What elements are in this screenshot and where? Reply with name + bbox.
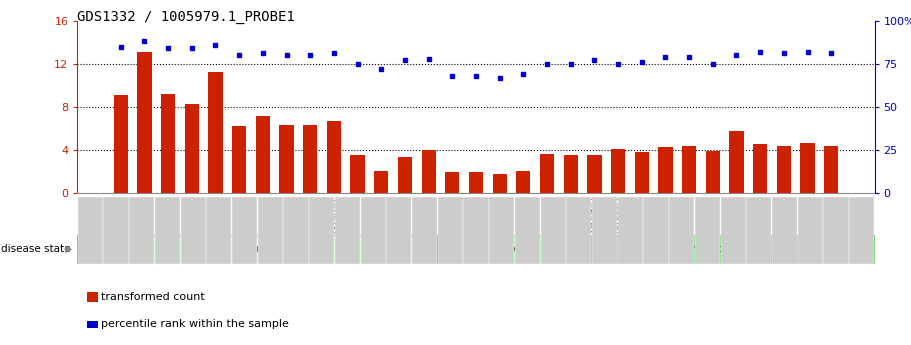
Text: disease state: disease state bbox=[1, 244, 70, 254]
Text: symptomatic: symptomatic bbox=[684, 244, 757, 254]
Bar bbox=[77, 235, 437, 264]
Bar bbox=[592, 197, 617, 264]
Bar bbox=[824, 197, 848, 264]
Bar bbox=[258, 197, 283, 264]
Text: normal: normal bbox=[238, 244, 277, 254]
Bar bbox=[777, 146, 791, 193]
Bar bbox=[161, 94, 175, 193]
Bar bbox=[849, 197, 875, 264]
Bar bbox=[588, 156, 601, 193]
Bar bbox=[695, 197, 720, 264]
Bar bbox=[564, 156, 578, 193]
Bar bbox=[493, 174, 507, 193]
Bar bbox=[469, 171, 483, 193]
Text: presymptomatic: presymptomatic bbox=[456, 244, 548, 254]
Bar bbox=[730, 131, 743, 193]
Bar bbox=[374, 170, 388, 193]
Text: percentile rank within the sample: percentile rank within the sample bbox=[101, 319, 289, 329]
Bar bbox=[386, 197, 412, 264]
Bar bbox=[398, 157, 412, 193]
Bar bbox=[437, 235, 566, 264]
Bar bbox=[114, 95, 128, 193]
Bar bbox=[464, 197, 488, 264]
Bar bbox=[798, 197, 823, 264]
Bar bbox=[185, 104, 199, 193]
Bar bbox=[618, 197, 643, 264]
Bar bbox=[540, 155, 554, 193]
Bar bbox=[303, 125, 317, 193]
Bar bbox=[489, 197, 515, 264]
Bar bbox=[422, 150, 435, 193]
Bar bbox=[361, 197, 385, 264]
Bar bbox=[412, 197, 437, 264]
Bar bbox=[682, 146, 696, 193]
Bar bbox=[611, 149, 625, 193]
Bar bbox=[824, 146, 838, 193]
Bar bbox=[335, 197, 360, 264]
Bar bbox=[801, 142, 814, 193]
Bar bbox=[283, 197, 309, 264]
Text: GDS1332 / 1005979.1_PROBE1: GDS1332 / 1005979.1_PROBE1 bbox=[77, 10, 295, 24]
Bar bbox=[669, 197, 694, 264]
Text: ▶: ▶ bbox=[66, 244, 73, 254]
Bar bbox=[280, 125, 293, 193]
Bar bbox=[206, 197, 231, 264]
Bar bbox=[753, 144, 767, 193]
Bar bbox=[351, 156, 364, 193]
Bar bbox=[138, 52, 151, 193]
Bar bbox=[232, 197, 257, 264]
Bar bbox=[232, 126, 246, 193]
Bar bbox=[772, 197, 797, 264]
Bar bbox=[437, 197, 463, 264]
Bar bbox=[104, 197, 128, 264]
Bar bbox=[445, 171, 459, 193]
Bar bbox=[746, 197, 772, 264]
Bar bbox=[180, 197, 206, 264]
Bar bbox=[643, 197, 669, 264]
Bar bbox=[155, 197, 180, 264]
Bar bbox=[566, 235, 875, 264]
Bar bbox=[309, 197, 334, 264]
Bar bbox=[659, 147, 672, 193]
Bar bbox=[635, 152, 649, 193]
Bar bbox=[706, 151, 720, 193]
Bar bbox=[517, 170, 530, 193]
Bar bbox=[567, 197, 591, 264]
Bar bbox=[515, 197, 540, 264]
Bar bbox=[721, 197, 746, 264]
Bar bbox=[209, 72, 222, 193]
Bar bbox=[77, 197, 103, 264]
Bar bbox=[256, 116, 270, 193]
Bar bbox=[540, 197, 566, 264]
Bar bbox=[327, 121, 341, 193]
Text: transformed count: transformed count bbox=[101, 292, 205, 302]
Bar bbox=[129, 197, 154, 264]
